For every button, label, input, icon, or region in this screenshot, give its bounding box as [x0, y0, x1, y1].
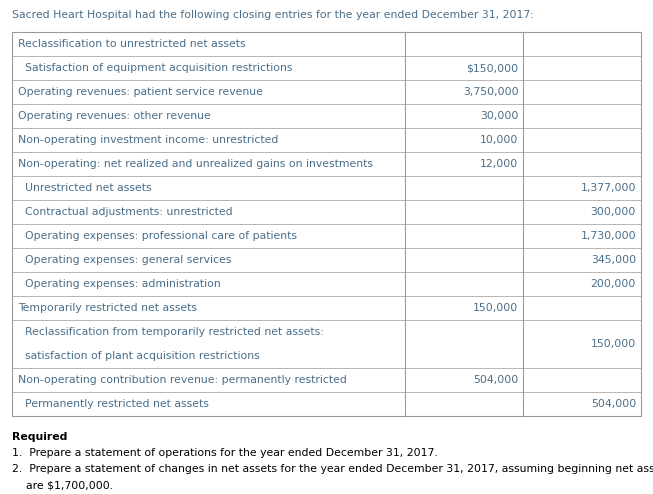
Text: Operating revenues: other revenue: Operating revenues: other revenue: [18, 111, 211, 121]
Text: are $1,700,000.: are $1,700,000.: [12, 480, 113, 490]
Text: 150,000: 150,000: [591, 339, 636, 349]
Text: Unrestricted net assets: Unrestricted net assets: [18, 183, 151, 193]
Text: 150,000: 150,000: [473, 303, 518, 313]
Text: 345,000: 345,000: [591, 255, 636, 265]
Text: Non-operating contribution revenue: permanently restricted: Non-operating contribution revenue: perm…: [18, 375, 347, 385]
Text: 300,000: 300,000: [590, 207, 636, 217]
Text: $150,000: $150,000: [466, 63, 518, 73]
Text: Operating revenues: patient service revenue: Operating revenues: patient service reve…: [18, 87, 263, 97]
Text: Temporarily restricted net assets: Temporarily restricted net assets: [18, 303, 197, 313]
Text: Required: Required: [12, 432, 67, 442]
Text: Permanently restricted net assets: Permanently restricted net assets: [18, 399, 209, 409]
Text: Sacred Heart Hospital had the following closing entries for the year ended Decem: Sacred Heart Hospital had the following …: [12, 10, 534, 20]
Text: Non-operating investment income: unrestricted: Non-operating investment income: unrestr…: [18, 135, 278, 145]
Text: 504,000: 504,000: [591, 399, 636, 409]
Text: Satisfaction of equipment acquisition restrictions: Satisfaction of equipment acquisition re…: [18, 63, 293, 73]
Text: 3,750,000: 3,750,000: [463, 87, 518, 97]
Text: 30,000: 30,000: [480, 111, 518, 121]
Text: Non-operating: net realized and unrealized gains on investments: Non-operating: net realized and unrealiz…: [18, 159, 373, 169]
Text: Operating expenses: professional care of patients: Operating expenses: professional care of…: [18, 231, 297, 241]
Text: Operating expenses: general services: Operating expenses: general services: [18, 255, 231, 265]
Bar: [12, 32, 641, 416]
Text: Reclassification from temporarily restricted net assets:: Reclassification from temporarily restri…: [18, 327, 324, 337]
Text: 504,000: 504,000: [473, 375, 518, 385]
Text: 1.  Prepare a statement of operations for the year ended December 31, 2017.: 1. Prepare a statement of operations for…: [12, 448, 438, 458]
Text: Operating expenses: administration: Operating expenses: administration: [18, 279, 221, 289]
Text: satisfaction of plant acquisition restrictions: satisfaction of plant acquisition restri…: [18, 351, 260, 361]
Text: 10,000: 10,000: [480, 135, 518, 145]
Text: 12,000: 12,000: [480, 159, 518, 169]
Text: 1,730,000: 1,730,000: [581, 231, 636, 241]
Text: 1,377,000: 1,377,000: [581, 183, 636, 193]
Text: Reclassification to unrestricted net assets: Reclassification to unrestricted net ass…: [18, 39, 246, 49]
Text: 200,000: 200,000: [590, 279, 636, 289]
Text: Contractual adjustments: unrestricted: Contractual adjustments: unrestricted: [18, 207, 232, 217]
Text: 2.  Prepare a statement of changes in net assets for the year ended December 31,: 2. Prepare a statement of changes in net…: [12, 464, 653, 474]
